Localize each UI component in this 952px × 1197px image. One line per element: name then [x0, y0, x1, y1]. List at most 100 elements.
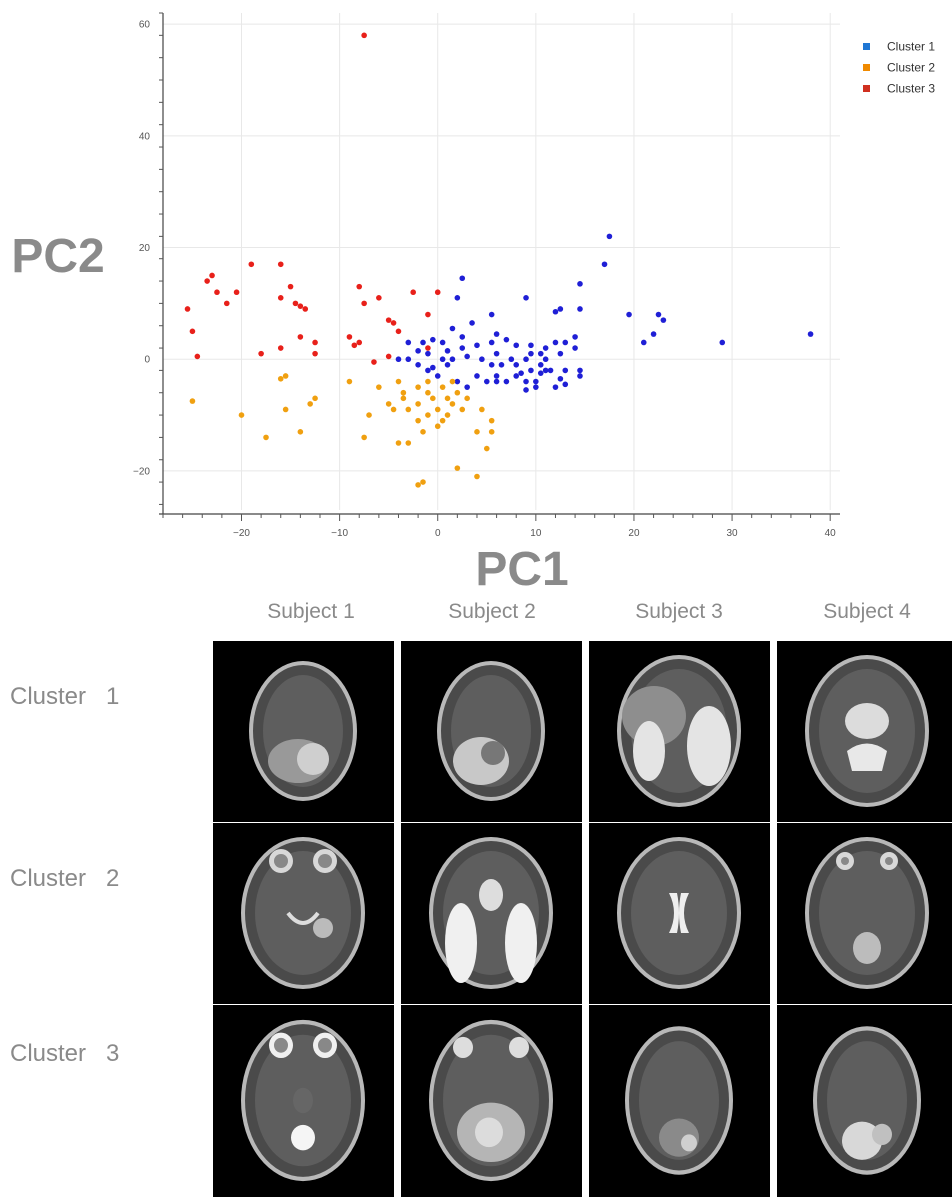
point-cluster-1: [405, 339, 412, 346]
point-cluster-2: [444, 395, 451, 402]
point-cluster-1: [493, 378, 500, 385]
point-cluster-1: [454, 378, 461, 385]
point-cluster-3: [287, 283, 294, 290]
point-cluster-1: [474, 342, 480, 349]
point-cluster-1: [439, 356, 446, 363]
point-cluster-2: [307, 401, 313, 407]
point-cluster-1: [572, 345, 578, 351]
point-cluster-1: [493, 331, 500, 337]
point-cluster-3: [189, 328, 196, 335]
point-cluster-3: [292, 300, 299, 307]
point-cluster-1: [719, 339, 726, 346]
point-cluster-3: [390, 320, 397, 326]
point-cluster-1: [562, 381, 569, 388]
plot-area: [163, 13, 840, 510]
point-cluster-2: [415, 384, 421, 390]
point-cluster-2: [405, 406, 412, 413]
mri-image-cluster-1-subject-4: [777, 641, 952, 822]
point-cluster-2: [346, 378, 353, 385]
column-header-subject-2: Subject 2: [448, 600, 536, 623]
point-cluster-1: [557, 350, 564, 357]
point-cluster-1: [518, 370, 524, 376]
mri-image-cluster-2-subject-3: [589, 823, 770, 1004]
point-cluster-3: [233, 289, 240, 296]
x-tick-label: −20: [233, 528, 250, 539]
point-cluster-1: [434, 373, 441, 379]
point-cluster-1: [542, 345, 549, 351]
point-cluster-2: [390, 406, 397, 413]
y-tick-label: 0: [144, 355, 150, 366]
point-cluster-2: [430, 395, 436, 402]
point-cluster-3: [356, 283, 363, 290]
point-cluster-3: [361, 300, 367, 307]
point-cluster-1: [459, 275, 466, 282]
point-cluster-1: [508, 356, 515, 363]
point-cluster-3: [223, 300, 230, 307]
point-cluster-3: [277, 294, 284, 301]
point-cluster-2: [488, 429, 495, 435]
point-cluster-1: [655, 311, 662, 318]
point-cluster-2: [425, 389, 431, 396]
point-cluster-3: [194, 353, 201, 360]
point-cluster-1: [533, 384, 539, 390]
point-cluster-2: [439, 417, 446, 424]
point-cluster-2: [361, 434, 367, 441]
point-cluster-1: [577, 281, 583, 287]
point-cluster-1: [626, 311, 632, 318]
x-axis-label: PC1: [475, 543, 568, 596]
point-cluster-1: [474, 373, 480, 379]
point-cluster-1: [425, 350, 431, 357]
point-cluster-1: [552, 384, 559, 390]
y-tick-label: 60: [139, 20, 151, 31]
column-header-subject-1: Subject 1: [267, 600, 355, 623]
point-cluster-2: [282, 406, 289, 413]
point-cluster-1: [650, 331, 657, 337]
point-cluster-1: [513, 342, 520, 349]
point-cluster-1: [523, 294, 529, 301]
legend: Cluster 1 Cluster 2 Cluster 3: [863, 40, 935, 96]
point-cluster-3: [395, 328, 402, 335]
point-cluster-1: [464, 353, 470, 360]
point-cluster-1: [488, 362, 495, 368]
point-cluster-2: [189, 398, 196, 404]
point-cluster-1: [430, 336, 436, 343]
point-cluster-2: [449, 401, 456, 407]
point-cluster-2: [474, 473, 480, 480]
mri-image-cluster-1-subject-3: [589, 641, 770, 822]
x-tick-label: −10: [331, 528, 348, 539]
point-cluster-1: [488, 311, 495, 318]
mri-image-cluster-3-subject-2: [401, 1005, 582, 1197]
point-cluster-3: [371, 359, 377, 365]
point-cluster-2: [415, 401, 421, 407]
point-cluster-3: [214, 289, 220, 296]
mri-image-cluster-2-subject-1: [213, 823, 394, 1004]
point-cluster-1: [459, 345, 466, 351]
point-cluster-2: [366, 412, 372, 418]
legend-swatch-cluster-2: [863, 64, 870, 71]
point-cluster-3: [312, 339, 318, 346]
point-cluster-1: [415, 362, 421, 368]
row-label-cluster-2: Cluster 2: [10, 865, 120, 892]
point-cluster-1: [562, 339, 569, 346]
legend-label-cluster-1: Cluster 1: [887, 40, 935, 54]
point-cluster-2: [415, 417, 421, 424]
point-cluster-1: [537, 370, 544, 376]
point-cluster-1: [577, 373, 583, 379]
point-cluster-1: [430, 364, 436, 371]
point-cluster-1: [660, 317, 667, 323]
point-cluster-2: [385, 401, 392, 407]
x-tick-label: 0: [435, 528, 441, 539]
point-cluster-1: [503, 336, 510, 343]
point-cluster-3: [346, 334, 353, 340]
point-cluster-2: [459, 406, 466, 413]
point-cluster-3: [312, 350, 318, 357]
point-cluster-3: [351, 342, 358, 349]
point-cluster-1: [459, 334, 466, 340]
point-cluster-1: [542, 356, 549, 363]
point-cluster-1: [562, 367, 569, 374]
legend-label-cluster-3: Cluster 3: [887, 82, 935, 96]
point-cluster-1: [557, 375, 564, 382]
point-cluster-2: [263, 434, 269, 441]
point-cluster-3: [425, 311, 431, 318]
point-cluster-1: [528, 350, 534, 357]
